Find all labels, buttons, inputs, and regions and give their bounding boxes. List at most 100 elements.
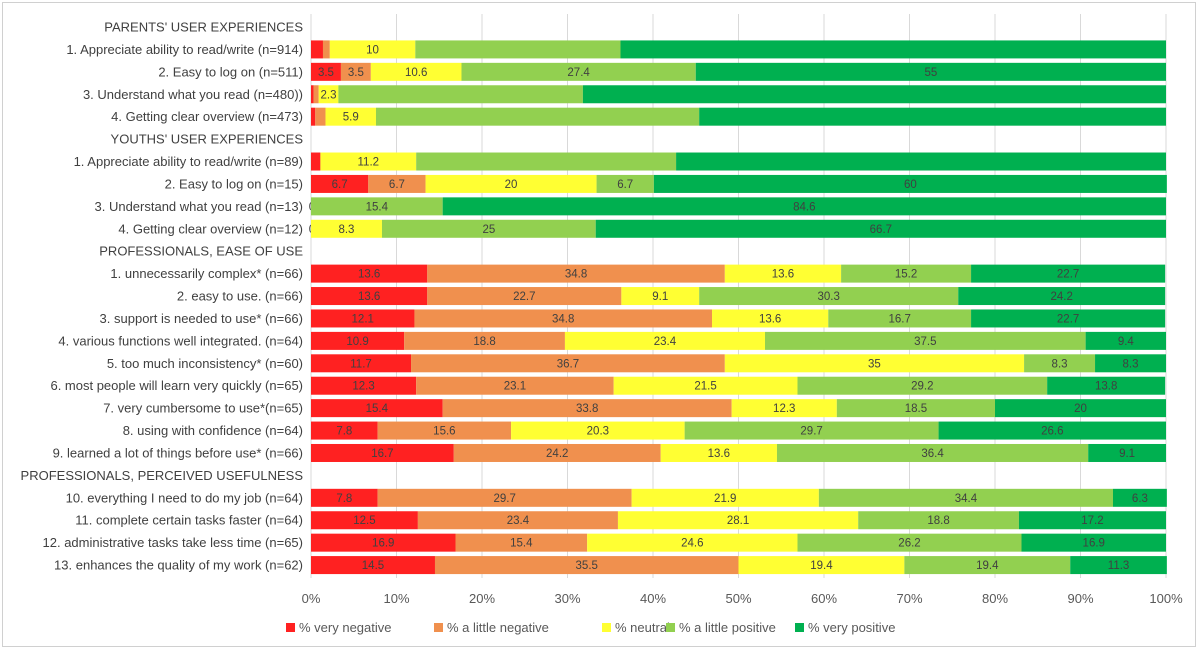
data-label: 66.7 <box>870 224 892 236</box>
category-label: 6. most people will learn very quickly (… <box>50 378 303 393</box>
bar-segment-a-little-negative <box>417 511 618 530</box>
data-label: 12.3 <box>352 381 374 393</box>
category-label: 4. Getting clear overview (n=473) <box>111 109 303 124</box>
data-label: 11.7 <box>350 358 372 370</box>
bar-segment-a-little-positive <box>776 443 1089 462</box>
data-label: 15.4 <box>366 201 389 213</box>
data-label: 11.2 <box>358 157 380 169</box>
bar-segment-very-positive <box>1088 443 1166 462</box>
bar-segment-neutral <box>318 85 339 104</box>
category-label: 7. very cumbersome to use*(n=65) <box>103 401 303 416</box>
data-label: 10.6 <box>405 67 427 79</box>
section-header: PARENTS' USER EXPERIENCES <box>104 20 303 35</box>
x-tick-label: 80% <box>982 591 1008 606</box>
bar-segment-a-little-positive <box>836 399 995 418</box>
section-header: YOUTHS' USER EXPERIENCES <box>111 132 304 147</box>
bar-segment-very-positive <box>1085 331 1166 350</box>
x-tick-label: 20% <box>469 591 495 606</box>
x-tick-label: 60% <box>811 591 837 606</box>
bar-segment-very-positive <box>971 309 1166 328</box>
category-label: 1. Appreciate ability to read/write (n=8… <box>74 154 303 169</box>
category-label: 12. administrative tasks take less time … <box>43 535 303 550</box>
bar-segment-very-negative <box>311 376 417 395</box>
bar-segment-neutral <box>325 107 376 126</box>
bar-segment-neutral <box>511 421 685 440</box>
data-label: 28.1 <box>727 515 749 527</box>
data-label: 18.5 <box>905 403 927 415</box>
data-label: 34.4 <box>955 493 978 505</box>
bar-segment-a-little-negative <box>340 62 371 81</box>
bar-segment-a-little-positive <box>416 152 677 171</box>
bar-segment-very-positive <box>1070 556 1167 575</box>
data-label: 15.4 <box>366 403 389 415</box>
data-label: 24.2 <box>1050 291 1072 303</box>
data-label: 10.9 <box>346 336 368 348</box>
bar-segment-very-positive <box>958 287 1166 306</box>
data-label: 29.7 <box>493 493 515 505</box>
bar-segment-very-negative <box>311 107 316 126</box>
data-label: 20 <box>505 179 518 191</box>
data-label: 9.1 <box>1119 448 1135 460</box>
bar-segment-a-little-negative <box>368 174 426 193</box>
category-label: 3. support is needed to use* (n=66) <box>100 311 303 326</box>
bar-segment-a-little-positive <box>461 62 696 81</box>
data-label: 55 <box>924 67 937 79</box>
data-label: 8.3 <box>1123 358 1139 370</box>
bar-segment-a-little-negative <box>427 287 622 306</box>
legend-label: % very negative <box>299 620 392 635</box>
data-label: 10 <box>366 44 379 56</box>
data-label: 11.3 <box>1108 560 1130 572</box>
data-label: 20.3 <box>587 426 609 438</box>
data-label: 26.6 <box>1041 426 1063 438</box>
data-label: 7.8 <box>336 426 352 438</box>
data-label: 30.3 <box>818 291 840 303</box>
bar-segment-a-little-positive <box>338 85 583 104</box>
bar-segment-very-positive <box>695 62 1166 81</box>
data-label: 26.2 <box>898 538 920 550</box>
bar-segment-a-little-negative <box>313 85 319 104</box>
data-label: 18.8 <box>473 336 495 348</box>
data-label: 22.7 <box>1057 269 1079 281</box>
data-label: 25 <box>482 224 495 236</box>
bar-segment-very-negative <box>311 421 378 440</box>
data-label: 21.9 <box>714 493 736 505</box>
data-label: 29.2 <box>911 381 933 393</box>
data-label: 24.6 <box>681 538 703 550</box>
bar-segment-very-negative <box>311 488 378 507</box>
x-tick-label: 40% <box>640 591 666 606</box>
data-label: 16.7 <box>888 313 910 325</box>
bar-segment-a-little-negative <box>414 309 712 328</box>
category-label: 11. complete certain tasks faster (n=64) <box>75 513 303 528</box>
bar-segment-a-little-positive <box>841 264 972 283</box>
bar-segment-very-negative <box>311 174 369 193</box>
legend-label: % neutral <box>615 620 670 635</box>
data-label: 6.7 <box>617 179 633 191</box>
bar-segment-neutral <box>617 511 859 530</box>
bar-segment-very-positive <box>620 40 1166 59</box>
bar-segment-neutral <box>320 152 417 171</box>
category-label: 4. various functions well integrated. (n… <box>58 333 303 348</box>
bar-segment-very-negative <box>311 309 415 328</box>
bar-segment-very-positive <box>653 174 1167 193</box>
bar-segment-a-little-negative <box>455 533 588 552</box>
data-label: 8.3 <box>1052 358 1068 370</box>
bar-segment-a-little-negative <box>377 421 512 440</box>
bar-segment-neutral <box>587 533 798 552</box>
bar-segment-very-negative <box>311 152 321 171</box>
data-label: 22.7 <box>513 291 535 303</box>
bar-segment-a-little-negative <box>322 40 330 59</box>
bar-segment-very-negative <box>311 331 405 350</box>
data-label: 13.6 <box>358 291 380 303</box>
bar-segment-a-little-positive <box>904 556 1071 575</box>
data-label: 6.7 <box>389 179 405 191</box>
bar-segment-very-positive <box>676 152 1166 171</box>
category-label: 13. enhances the quality of my work (n=6… <box>54 558 303 573</box>
data-label: 13.6 <box>358 269 380 281</box>
data-label: 7.8 <box>336 493 352 505</box>
data-label: 5.9 <box>343 112 359 124</box>
data-label: 16.7 <box>371 448 393 460</box>
bar-segment-neutral <box>613 376 798 395</box>
bar-segment-very-negative <box>311 556 435 575</box>
data-label: 34.8 <box>565 269 587 281</box>
